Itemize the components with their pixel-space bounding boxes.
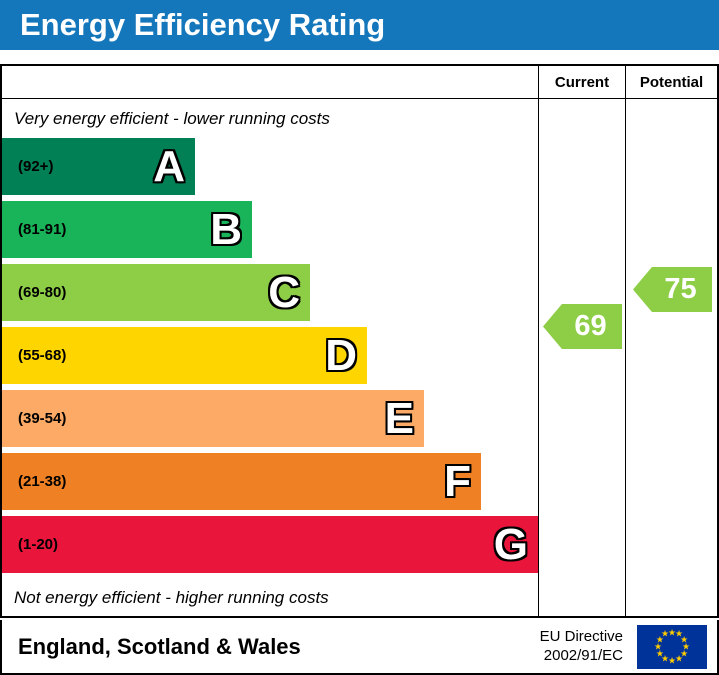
chart-body: Very energy efficient - lower running co… [2, 99, 717, 616]
band-e-range: (39-54) [18, 410, 67, 427]
band-e: (39-54) E [2, 390, 424, 447]
band-g: (1-20) G [2, 516, 538, 573]
band-row: (69-80) C [2, 264, 538, 321]
band-a-letter: A [153, 141, 185, 191]
page-title: Energy Efficiency Rating [0, 0, 719, 50]
band-f-range: (21-38) [18, 473, 67, 490]
potential-column: 75 [625, 99, 717, 616]
potential-column-header: Potential [625, 66, 717, 98]
band-d-range: (55-68) [18, 347, 67, 364]
band-row: (21-38) F [2, 453, 538, 510]
band-g-range: (1-20) [18, 536, 59, 553]
band-e-letter: E [384, 393, 414, 443]
current-column-header: Current [538, 66, 625, 98]
footer-right: EU Directive 2002/91/EC ★ ★ ★ ★ ★ ★ ★ ★ ★ ★ ★ ★ [540, 624, 707, 669]
band-c-letter: C [268, 267, 300, 317]
eu-flag-icon: ★ ★ ★ ★ ★ ★ ★ ★ ★ ★ ★ ★ [637, 624, 707, 669]
current-arrow: 69 [543, 304, 622, 349]
current-column: 69 [538, 99, 625, 616]
bottom-note: Not energy efficient - higher running co… [14, 588, 329, 607]
energy-rating-chart: Current Potential Very energy efficient … [0, 64, 719, 618]
band-f: (21-38) F [2, 453, 481, 510]
eu-directive-line1: EU Directive [539, 627, 623, 645]
band-f-letter: F [444, 456, 471, 506]
band-row: (39-54) E [2, 390, 538, 447]
band-row: (92+) A [2, 138, 538, 195]
band-b-range: (81-91) [18, 221, 67, 238]
band-row: (81-91) B [2, 201, 538, 258]
band-d: (55-68) D [2, 327, 367, 384]
potential-value: 75 [664, 273, 697, 305]
chart-header: Current Potential [2, 66, 717, 99]
band-c-range: (69-80) [18, 284, 67, 301]
region-label: England, Scotland & Wales [18, 633, 301, 659]
eu-directive-label: EU Directive 2002/91/EC [540, 628, 623, 666]
top-note: Very energy efficient - lower running co… [14, 109, 330, 128]
bands-area: Very energy efficient - lower running co… [2, 99, 538, 616]
band-a: (92+) A [2, 138, 195, 195]
band-row: (1-20) G [2, 516, 538, 573]
band-g-letter: G [493, 519, 528, 569]
current-value: 69 [574, 310, 607, 342]
header-spacer [2, 66, 538, 98]
band-row: (55-68) D [2, 327, 538, 384]
band-b-letter: B [210, 204, 242, 254]
chart-footer: England, Scotland & Wales EU Directive 2… [0, 620, 719, 675]
band-a-range: (92+) [18, 158, 54, 175]
potential-arrow: 75 [633, 267, 712, 312]
eu-directive-line2: 2002/91/EC [543, 646, 623, 664]
band-b: (81-91) B [2, 201, 252, 258]
band-d-letter: D [325, 330, 357, 380]
band-c: (69-80) C [2, 264, 310, 321]
